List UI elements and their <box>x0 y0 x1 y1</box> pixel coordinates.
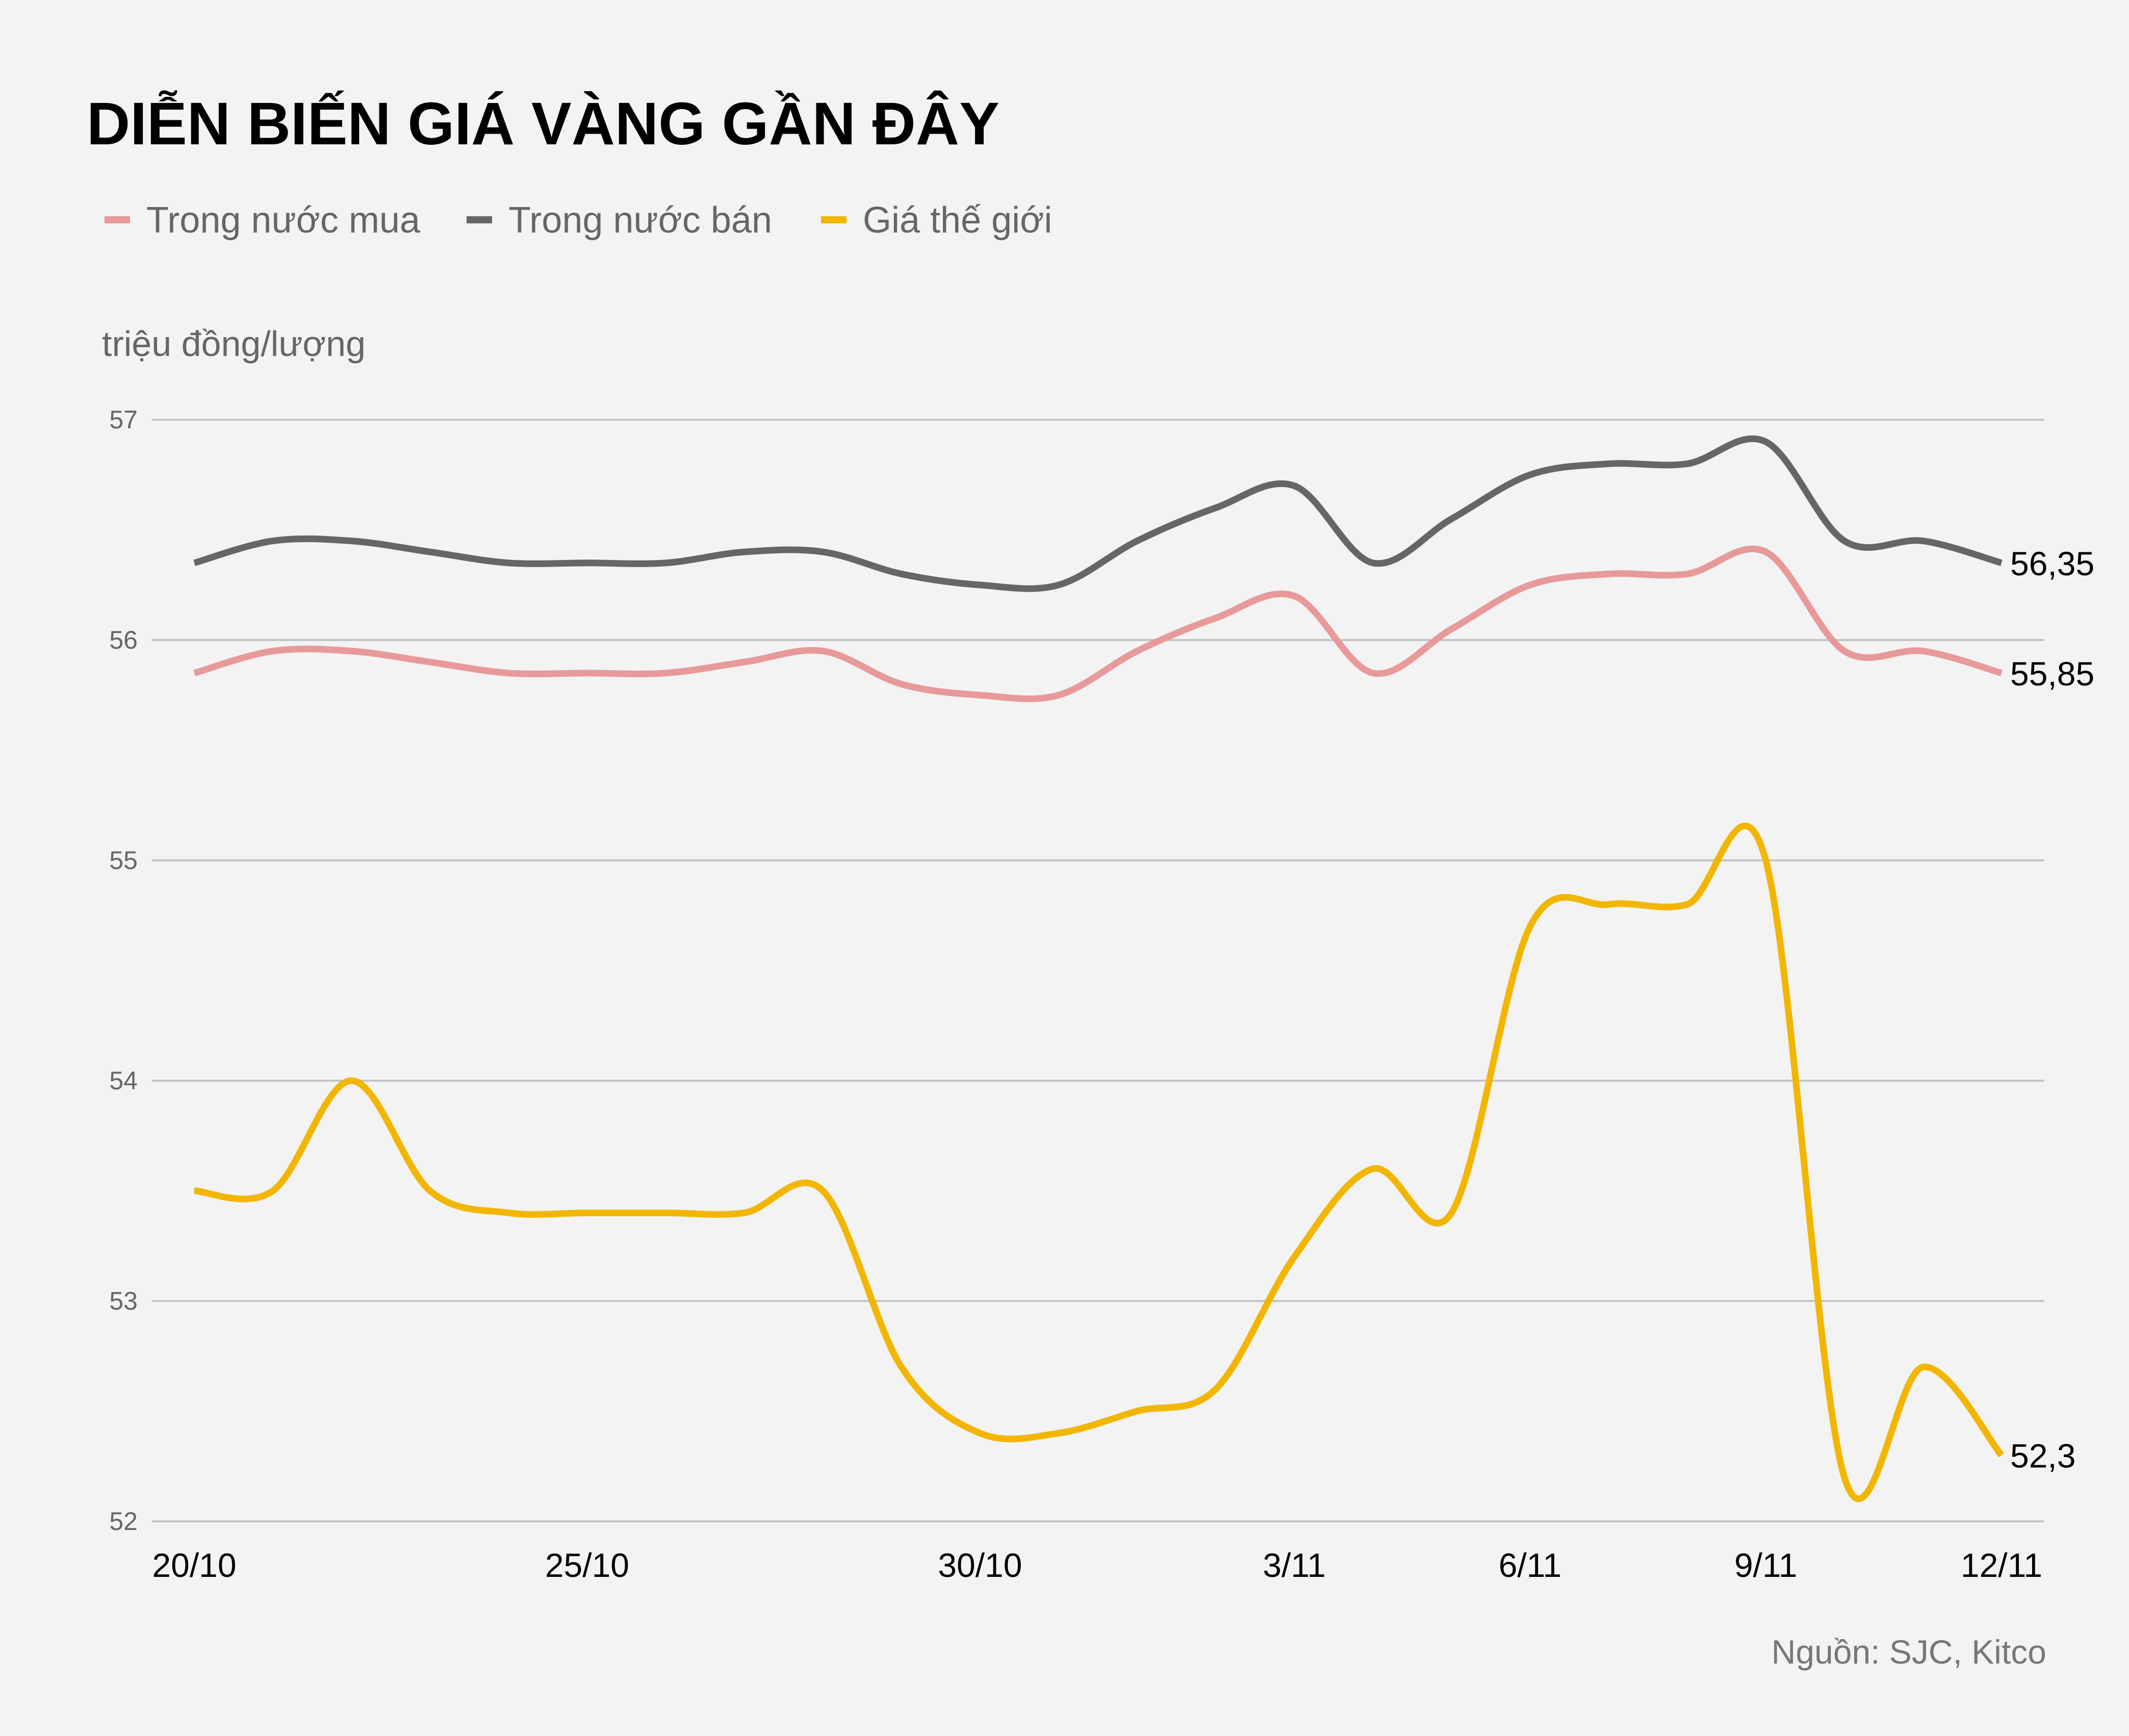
end-labels: 55,85 56,35 52,3 <box>2010 545 2094 1475</box>
x-tick-label: 9/11 <box>1734 1546 1798 1584</box>
y-tick-label: 55 <box>109 846 138 875</box>
y-tick-label: 52 <box>109 1507 138 1536</box>
chart-title: DIỄN BIẾN GIÁ VÀNG GẦN ĐÂY <box>87 90 999 158</box>
series-line-1 <box>193 435 2003 592</box>
legend-label: Trong nước mua <box>146 200 421 241</box>
gridlines <box>152 419 2044 1522</box>
y-tick-label: 53 <box>109 1287 138 1315</box>
source-note: Nguồn: SJC, Kitco <box>1772 1633 2046 1671</box>
x-tick-label: 25/10 <box>545 1546 629 1584</box>
x-axis-ticks: 20/10 25/10 30/10 3/11 6/11 9/11 12/11 <box>152 1546 2042 1584</box>
series-line-0 <box>193 545 2003 702</box>
y-tick-label: 56 <box>109 626 138 654</box>
y-axis-unit-label: triệu đồng/lượng <box>102 324 366 364</box>
x-tick-label: 20/10 <box>152 1546 236 1584</box>
legend-item-trong-nuoc-mua[interactable]: Trong nước mua <box>105 200 421 241</box>
end-value-label: 55,85 <box>2010 655 2094 693</box>
y-tick-label: 54 <box>109 1066 138 1095</box>
end-value-label: 56,35 <box>2010 545 2094 582</box>
end-value-label: 52,3 <box>2010 1437 2075 1474</box>
legend-label: Trong nước bán <box>508 200 772 241</box>
series-lines <box>193 435 2004 1502</box>
y-axis-ticks: 57 56 55 54 53 52 <box>109 405 138 1536</box>
legend-item-trong-nuoc-ban[interactable]: Trong nước bán <box>467 200 772 241</box>
legend-item-gia-the-gioi[interactable]: Giá thế giới <box>821 200 1052 241</box>
series-line-2 <box>194 822 2004 1502</box>
x-tick-label: 6/11 <box>1499 1546 1562 1584</box>
legend: Trong nước mua Trong nước bán Giá thế gi… <box>105 200 1052 241</box>
y-tick-label: 57 <box>109 405 138 434</box>
x-tick-label: 30/10 <box>938 1546 1022 1584</box>
x-tick-label: 3/11 <box>1263 1546 1326 1584</box>
legend-label: Giá thế giới <box>863 200 1052 241</box>
x-tick-label: 12/11 <box>1961 1546 2042 1584</box>
